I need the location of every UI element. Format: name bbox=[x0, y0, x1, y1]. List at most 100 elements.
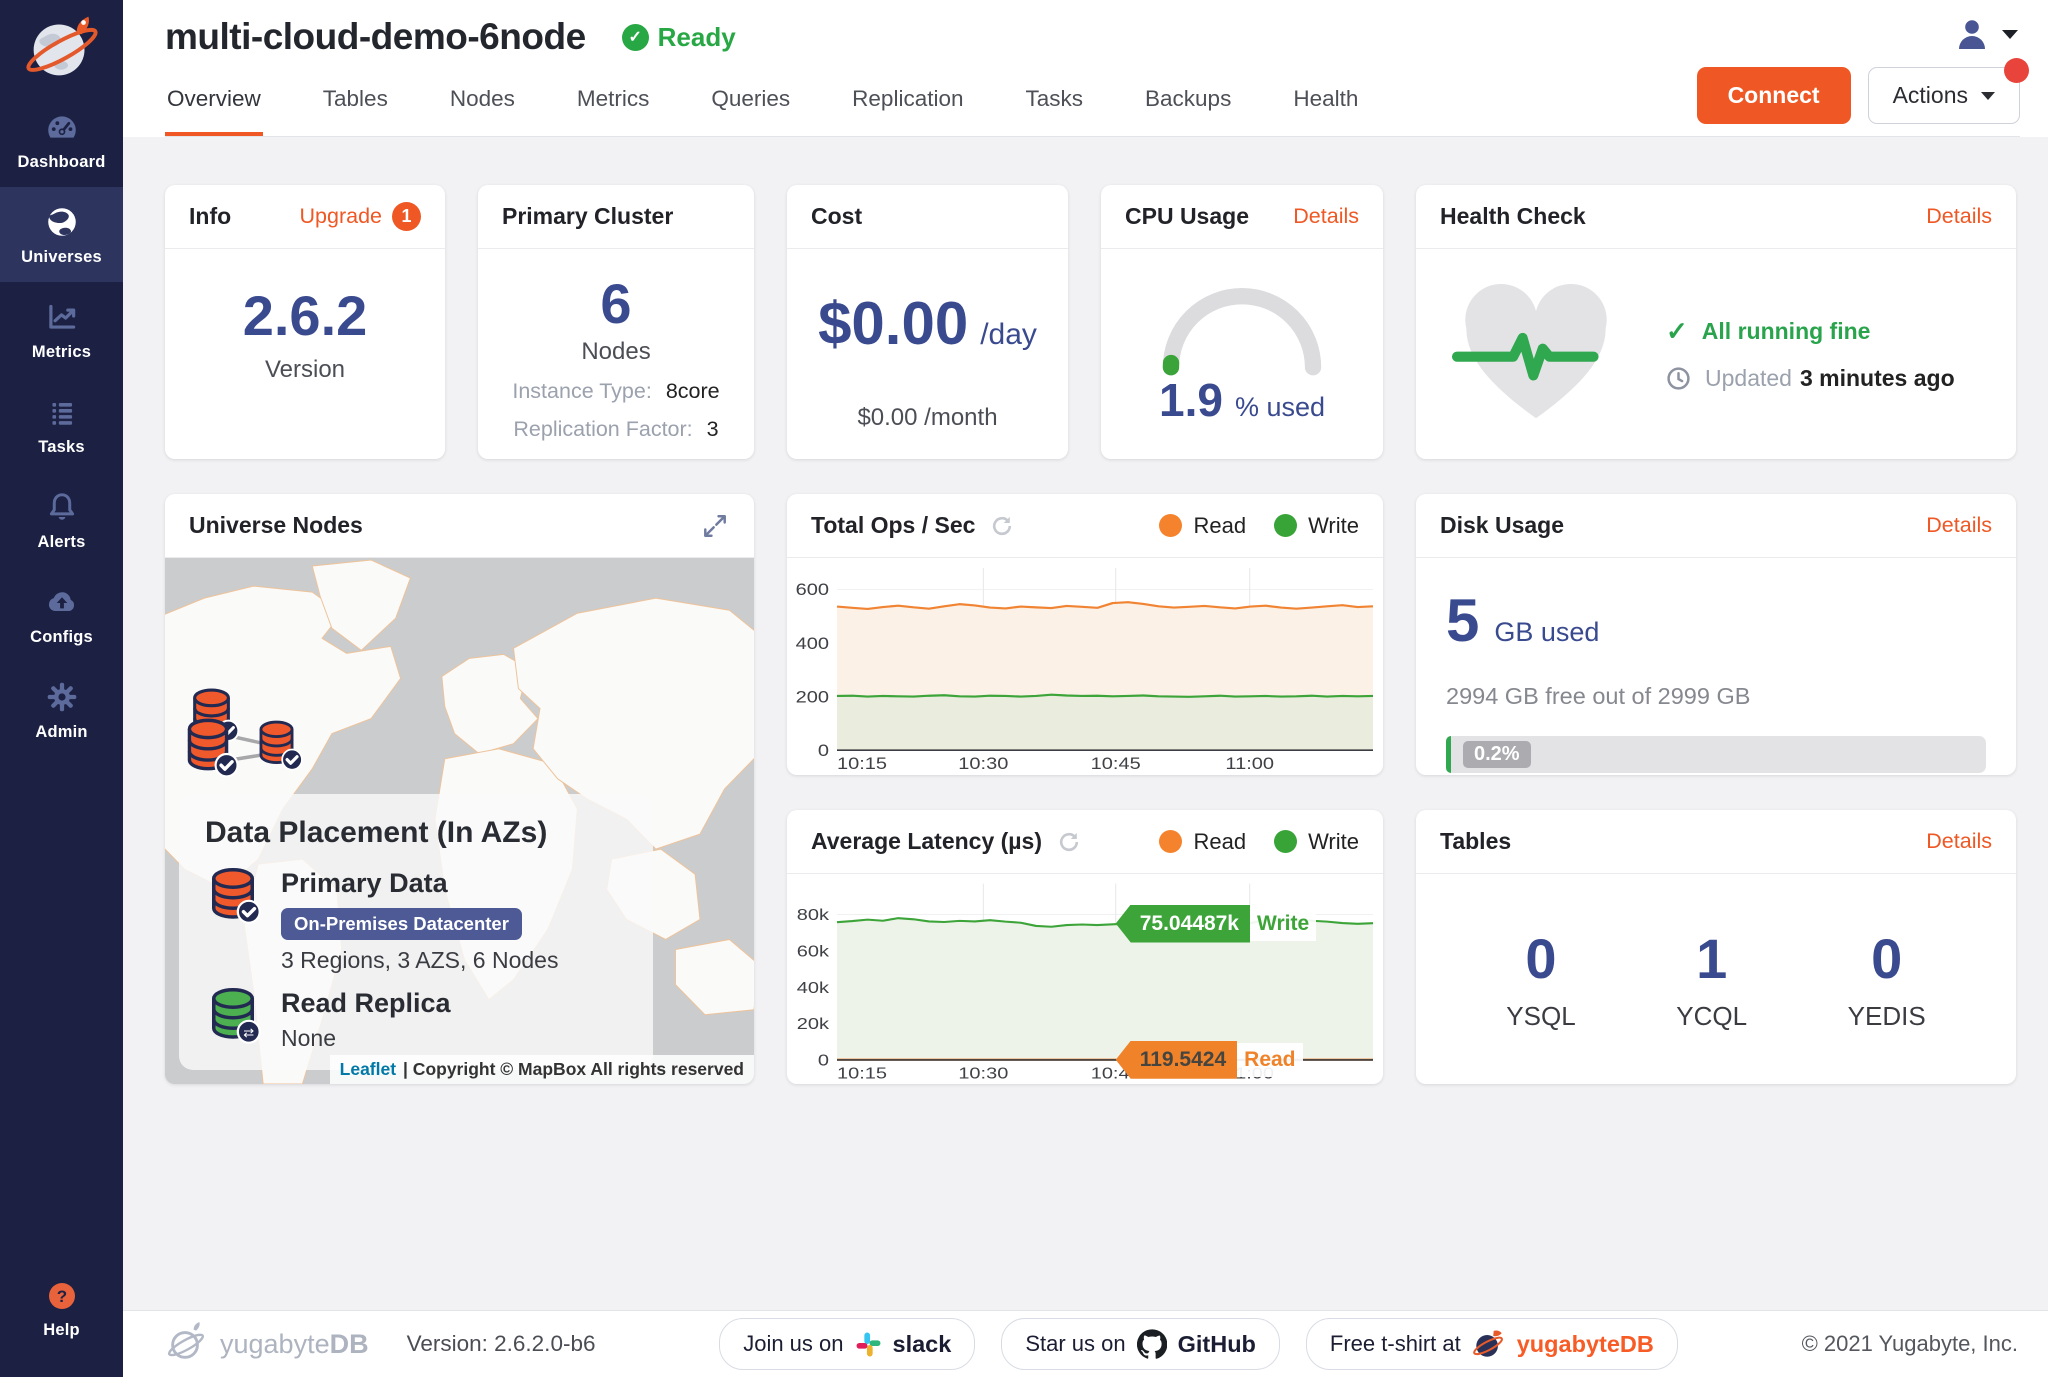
sidebar-item-alerts[interactable]: Alerts bbox=[0, 472, 123, 567]
disk-percent-badge: 0.2% bbox=[1463, 741, 1531, 768]
tab-tasks[interactable]: Tasks bbox=[1025, 86, 1084, 111]
cpu-unit: % used bbox=[1234, 392, 1325, 422]
cost-per-day-value: $0.00 bbox=[818, 290, 969, 357]
cost-card: Cost $0.00 /day $0.00 /month bbox=[787, 185, 1068, 459]
primary-data-label: Primary Data bbox=[281, 868, 448, 898]
svg-text:0: 0 bbox=[818, 741, 829, 760]
svg-text:400: 400 bbox=[796, 633, 829, 652]
tshirt-button[interactable]: Free t-shirt at yugabyteDB bbox=[1305, 1318, 1678, 1370]
header: multi-cloud-demo-6node ✓ Ready Overview … bbox=[123, 0, 2048, 137]
tab-health[interactable]: Health bbox=[1293, 86, 1359, 111]
github-button[interactable]: Star us on GitHub bbox=[1001, 1318, 1280, 1370]
sidebar-item-label: Admin bbox=[35, 723, 88, 741]
slack-icon bbox=[856, 1332, 880, 1356]
chart-canvas: 0 200 400 600 10:15 10:30 10:45 11:00 bbox=[796, 567, 1374, 773]
cost-per-month: $0.00 /month bbox=[857, 404, 998, 431]
data-placement-title: Data Placement (In AZs) bbox=[205, 816, 548, 849]
svg-text:40k: 40k bbox=[797, 979, 830, 997]
footer-brand: yugabyteDB bbox=[165, 1322, 369, 1366]
refresh-icon[interactable] bbox=[989, 513, 1015, 539]
disk-free-text: 2994 GB free out of 2999 GB bbox=[1446, 683, 1751, 709]
yugabyte-planet-icon bbox=[1472, 1330, 1503, 1357]
actions-button[interactable]: Actions bbox=[1867, 58, 2029, 124]
status-badge: ✓ Ready bbox=[621, 22, 736, 53]
chart-legend: Read Write bbox=[1159, 513, 1359, 539]
card-title: Primary Cluster bbox=[502, 203, 674, 229]
data-placement-panel: Data Placement (In AZs) Primary Data bbox=[179, 794, 653, 1070]
metrics-chart-icon bbox=[48, 304, 75, 329]
expand-icon[interactable] bbox=[700, 511, 730, 541]
disk-details-link[interactable]: Details bbox=[1926, 513, 1992, 537]
card-title: Info bbox=[189, 203, 232, 229]
svg-text:0: 0 bbox=[818, 1051, 829, 1069]
cpu-details-link[interactable]: Details bbox=[1293, 204, 1359, 228]
upgrade-count-badge: 1 bbox=[392, 202, 421, 231]
read-legend-dot bbox=[1159, 830, 1183, 853]
disk-usage-fill bbox=[1446, 736, 1451, 773]
health-details-link[interactable]: Details bbox=[1926, 204, 1992, 228]
tab-backups[interactable]: Backups bbox=[1145, 86, 1232, 111]
cpu-usage-card: CPU Usage Details 1.9 % used bbox=[1101, 185, 1383, 459]
svg-text:10:15: 10:15 bbox=[837, 754, 887, 773]
sidebar-item-help[interactable]: ? Help bbox=[0, 1262, 123, 1355]
svg-text:10:15: 10:15 bbox=[837, 1064, 887, 1082]
primary-data-desc: 3 Regions, 3 AZS, 6 Nodes bbox=[281, 947, 559, 973]
tables-card: Tables Details 0 YSQL 1 YCQL 0 YEDIS bbox=[1416, 810, 2016, 1084]
read-replica-value: None bbox=[281, 1025, 336, 1051]
tab-tables[interactable]: Tables bbox=[322, 86, 388, 111]
tab-metrics[interactable]: Metrics bbox=[576, 86, 650, 111]
universe-nodes-card: Universe Nodes bbox=[165, 494, 754, 1084]
user-menu[interactable] bbox=[1954, 16, 2018, 52]
provider-badge: On-Premises Datacenter bbox=[281, 908, 522, 940]
configs-cloud-icon bbox=[48, 592, 74, 611]
svg-text:10:45: 10:45 bbox=[1091, 1064, 1141, 1082]
info-card: Info Upgrade 1 2.6.2 Version bbox=[165, 185, 445, 459]
sidebar-item-tasks[interactable]: Tasks bbox=[0, 377, 123, 472]
sidebar-item-label: Metrics bbox=[31, 343, 92, 361]
tab-overview[interactable]: Overview bbox=[165, 70, 263, 136]
notification-dot bbox=[2004, 58, 2029, 83]
version-label: Version bbox=[264, 356, 346, 383]
version-value: 2.6.2 bbox=[242, 284, 368, 347]
main-area: multi-cloud-demo-6node ✓ Ready Overview … bbox=[123, 0, 2048, 1377]
yugabyte-logo[interactable] bbox=[0, 0, 123, 92]
connect-button[interactable]: Connect bbox=[1696, 67, 1851, 124]
ready-check-icon: ✓ bbox=[621, 23, 649, 51]
primary-data-db-icon bbox=[212, 868, 261, 924]
attribution-text: | Copyright © MapBox All rights reserved bbox=[403, 1059, 744, 1079]
sidebar-item-dashboard[interactable]: Dashboard bbox=[0, 92, 123, 187]
svg-text:80k: 80k bbox=[797, 906, 830, 924]
upgrade-link[interactable]: Upgrade 1 bbox=[300, 202, 421, 231]
universe-globe-icon bbox=[47, 208, 76, 236]
sidebar-item-universes[interactable]: Universes bbox=[0, 187, 123, 282]
tab-queries[interactable]: Queries bbox=[711, 86, 791, 111]
footer-copyright: © 2021 Yugabyte, Inc. bbox=[1801, 1331, 2018, 1356]
leaflet-link[interactable]: Leaflet bbox=[339, 1059, 397, 1079]
card-title: Universe Nodes bbox=[189, 512, 363, 538]
slack-button[interactable]: Join us on slack bbox=[719, 1318, 976, 1370]
clock-icon bbox=[1667, 367, 1690, 390]
github-icon bbox=[1136, 1329, 1167, 1359]
cost-per-day-unit: /day bbox=[980, 318, 1037, 351]
sidebar-item-admin[interactable]: Admin bbox=[0, 662, 123, 757]
sidebar-item-metrics[interactable]: Metrics bbox=[0, 282, 123, 377]
nodes-value: 6 bbox=[600, 272, 632, 335]
footer-version: Version: 2.6.2.0-b6 bbox=[406, 1331, 596, 1356]
world-map[interactable]: Data Placement (In AZs) Primary Data bbox=[165, 558, 754, 1084]
tab-replication[interactable]: Replication bbox=[852, 86, 964, 111]
help-icon: ? bbox=[48, 1283, 75, 1309]
svg-text:10:30: 10:30 bbox=[958, 1064, 1008, 1082]
refresh-icon[interactable] bbox=[1056, 829, 1082, 855]
svg-text:11:00: 11:00 bbox=[1225, 1064, 1274, 1082]
chevron-down-icon bbox=[1981, 91, 1995, 100]
sidebar-item-configs[interactable]: Configs bbox=[0, 567, 123, 662]
avg-latency-card: Average Latency (µs) Read Write 0 20k 40k 6… bbox=[787, 810, 1383, 1084]
user-avatar-icon bbox=[1959, 20, 1985, 49]
yedis-stat: 0 YEDIS bbox=[1847, 927, 1926, 1031]
yugabyte-outline-logo bbox=[167, 1322, 205, 1359]
svg-text:60k: 60k bbox=[797, 942, 830, 960]
tab-nodes[interactable]: Nodes bbox=[449, 86, 515, 111]
svg-text:⇄: ⇄ bbox=[243, 1025, 254, 1040]
tables-details-link[interactable]: Details bbox=[1926, 829, 1992, 853]
chart-title: Average Latency (µs) bbox=[811, 828, 1042, 854]
